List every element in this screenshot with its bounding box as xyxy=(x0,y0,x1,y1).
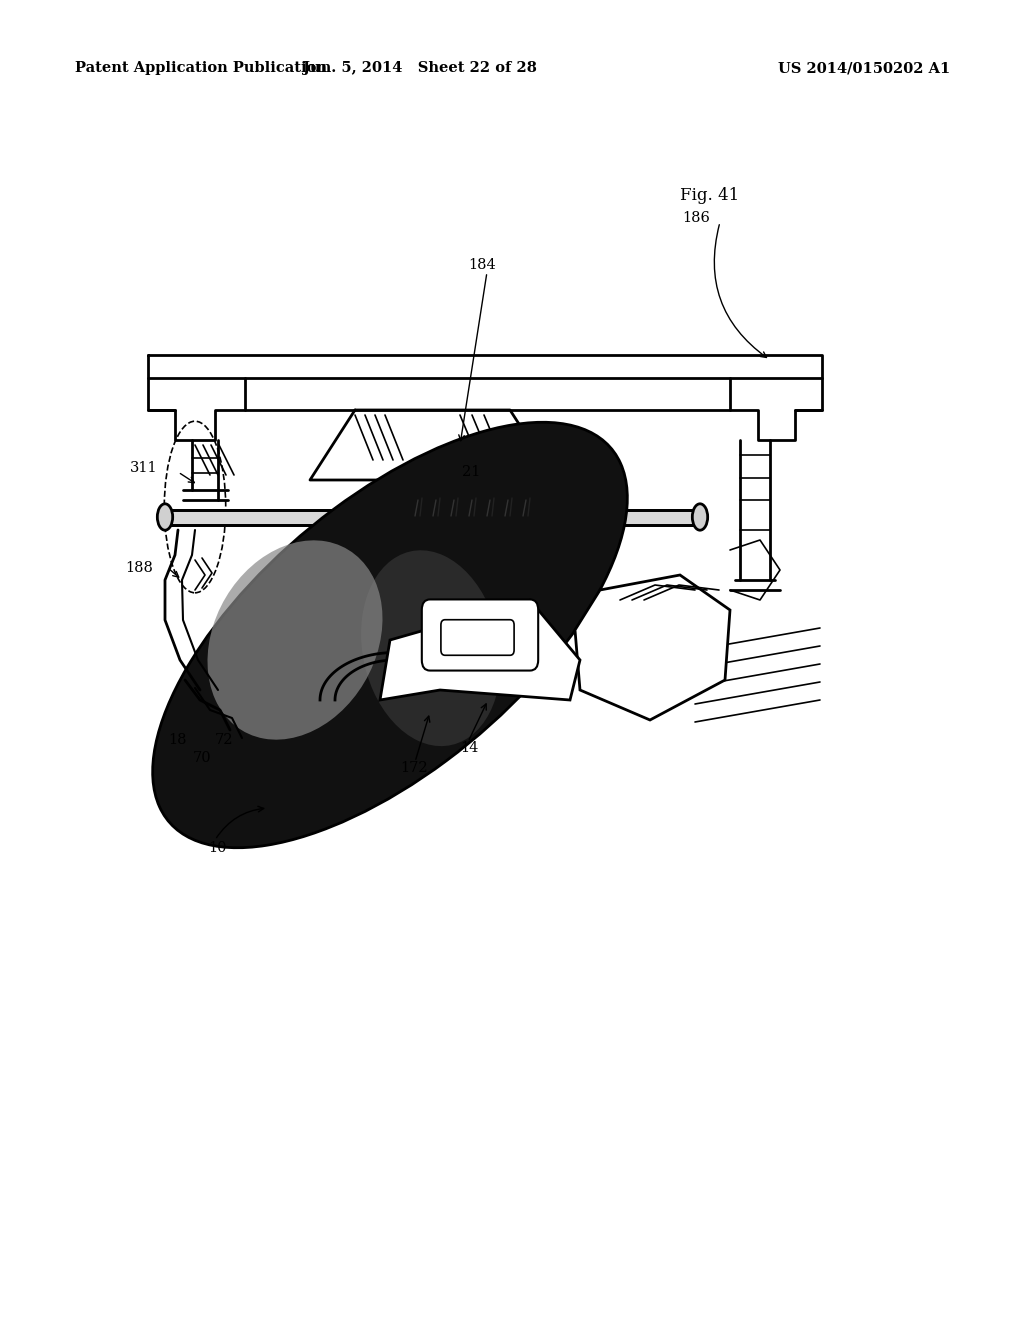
FancyBboxPatch shape xyxy=(422,599,539,671)
Ellipse shape xyxy=(692,504,708,531)
Text: Jun. 5, 2014   Sheet 22 of 28: Jun. 5, 2014 Sheet 22 of 28 xyxy=(303,61,537,75)
Text: 188: 188 xyxy=(125,561,153,576)
Text: US 2014/0150202 A1: US 2014/0150202 A1 xyxy=(778,61,950,75)
Text: 10: 10 xyxy=(208,841,226,855)
Polygon shape xyxy=(575,576,730,719)
Text: 72: 72 xyxy=(215,733,233,747)
Text: 18: 18 xyxy=(168,733,186,747)
Text: 311: 311 xyxy=(130,461,158,475)
Ellipse shape xyxy=(153,422,628,847)
Polygon shape xyxy=(380,601,580,700)
Text: 14: 14 xyxy=(460,741,478,755)
Text: Fig. 41: Fig. 41 xyxy=(680,186,739,203)
Ellipse shape xyxy=(361,550,501,746)
Polygon shape xyxy=(165,510,700,525)
FancyBboxPatch shape xyxy=(441,619,514,655)
Text: 186: 186 xyxy=(682,211,710,224)
Text: 70: 70 xyxy=(193,751,212,766)
Ellipse shape xyxy=(158,504,173,531)
Text: 172: 172 xyxy=(400,762,428,775)
Text: 21: 21 xyxy=(462,465,480,479)
Text: 184: 184 xyxy=(468,257,496,272)
Ellipse shape xyxy=(208,540,383,739)
Text: Patent Application Publication: Patent Application Publication xyxy=(75,61,327,75)
